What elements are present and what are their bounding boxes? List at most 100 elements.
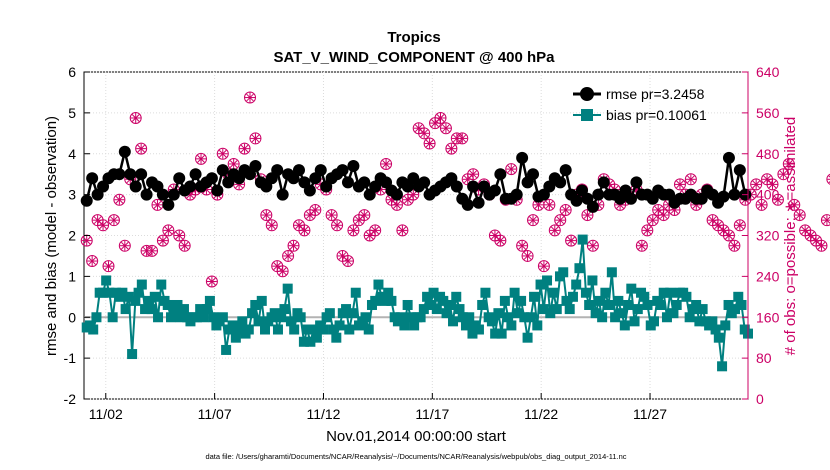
obs-count-point xyxy=(118,239,131,252)
bias-point xyxy=(344,324,355,335)
bias-point xyxy=(153,312,164,323)
obs-count-point xyxy=(733,219,746,232)
rmse-point xyxy=(461,198,474,211)
rmse-point xyxy=(124,168,137,181)
bias-point xyxy=(567,291,578,302)
bias-point xyxy=(548,287,559,298)
rmse-point xyxy=(570,194,583,207)
obs-count-point xyxy=(265,219,278,232)
bias-point xyxy=(448,316,459,327)
bias-point xyxy=(104,287,115,298)
bias-point xyxy=(221,344,232,355)
obs-count-point xyxy=(728,239,741,252)
obs-count-point xyxy=(673,178,686,191)
bias-point xyxy=(383,287,394,298)
obs-count-point xyxy=(156,234,169,247)
bias-point xyxy=(370,295,381,306)
bias-point xyxy=(707,316,718,327)
legend-rmse-marker xyxy=(580,87,594,101)
obs-count-point xyxy=(788,198,801,211)
bias-point xyxy=(535,279,546,290)
bias-point xyxy=(499,295,510,306)
bias-point xyxy=(396,312,407,323)
obs-count-point xyxy=(793,209,806,222)
obs-count-point xyxy=(657,209,670,222)
rmse-point xyxy=(162,198,175,211)
bias-point xyxy=(341,304,352,315)
obs-count-point xyxy=(407,188,420,201)
bias-point xyxy=(551,304,562,315)
obs-count-point xyxy=(173,229,186,242)
bias-point xyxy=(587,275,598,286)
y2-tick-label: 640 xyxy=(756,64,780,80)
obs-count-point xyxy=(380,157,393,170)
obs-count-point xyxy=(102,260,115,273)
bias-point xyxy=(97,287,108,298)
bias-point xyxy=(198,312,209,323)
rmse-point xyxy=(630,176,643,189)
bias-point xyxy=(509,287,520,298)
bias-point xyxy=(256,295,267,306)
obs-count-point xyxy=(641,224,654,237)
rmse-point xyxy=(276,188,289,201)
obs-count-point xyxy=(347,224,360,237)
rmse-point xyxy=(624,192,637,205)
bias-point xyxy=(477,299,488,310)
obs-count-point xyxy=(586,239,599,252)
bias-point xyxy=(379,295,390,306)
bias-point xyxy=(496,328,507,339)
rmse-point xyxy=(292,164,305,177)
obs-count-point xyxy=(559,203,572,216)
y-tick-label: 5 xyxy=(68,105,76,121)
obs-count-point xyxy=(565,234,578,247)
x-tick-label: 11/07 xyxy=(198,406,232,422)
bias-point xyxy=(279,304,290,315)
bias-point xyxy=(525,312,536,323)
obs-count-point xyxy=(369,224,382,237)
bias-point xyxy=(590,308,601,319)
bias-point xyxy=(247,308,258,319)
bias-point xyxy=(457,312,468,323)
obs-count-point xyxy=(635,239,648,252)
bias-point xyxy=(178,304,189,315)
bias-point xyxy=(493,308,504,319)
bias-point xyxy=(149,291,160,302)
bias-point xyxy=(117,287,128,298)
bias-point xyxy=(571,279,582,290)
rmse-point xyxy=(211,184,224,197)
obs-count-point xyxy=(282,249,295,262)
obs-count-point xyxy=(755,198,768,211)
obs-count-point xyxy=(216,147,229,160)
bias-point xyxy=(311,332,322,343)
bias-point xyxy=(250,299,261,310)
bias-point xyxy=(143,295,154,306)
obs-count-point xyxy=(434,111,447,124)
bias-point xyxy=(710,324,721,335)
bias-point xyxy=(480,287,491,298)
rmse-point xyxy=(554,176,567,189)
obs-count-point xyxy=(820,214,830,227)
x-tick-label: 11/17 xyxy=(415,406,449,422)
rmse-series xyxy=(80,145,752,213)
bias-point xyxy=(123,291,134,302)
rmse-point xyxy=(113,168,126,181)
rmse-point xyxy=(249,160,262,173)
bias-point xyxy=(227,320,238,331)
right-y-axis: 0 80 160 240 320 400 480 560 640 xyxy=(742,64,780,407)
obs-count-point xyxy=(341,255,354,268)
y2-tick-label: 480 xyxy=(756,146,780,162)
rmse-point xyxy=(516,151,529,164)
bias-point xyxy=(661,312,672,323)
bias-point xyxy=(671,299,682,310)
bias-point xyxy=(88,324,99,335)
bias-point xyxy=(399,320,410,331)
bias-point xyxy=(91,312,102,323)
rmse-point xyxy=(205,172,218,185)
bias-point xyxy=(516,295,527,306)
obs-count-point xyxy=(581,209,594,222)
obs-count-point xyxy=(418,127,431,140)
bias-point xyxy=(425,299,436,310)
bias-point xyxy=(717,361,728,372)
obs-count-point xyxy=(244,91,256,104)
